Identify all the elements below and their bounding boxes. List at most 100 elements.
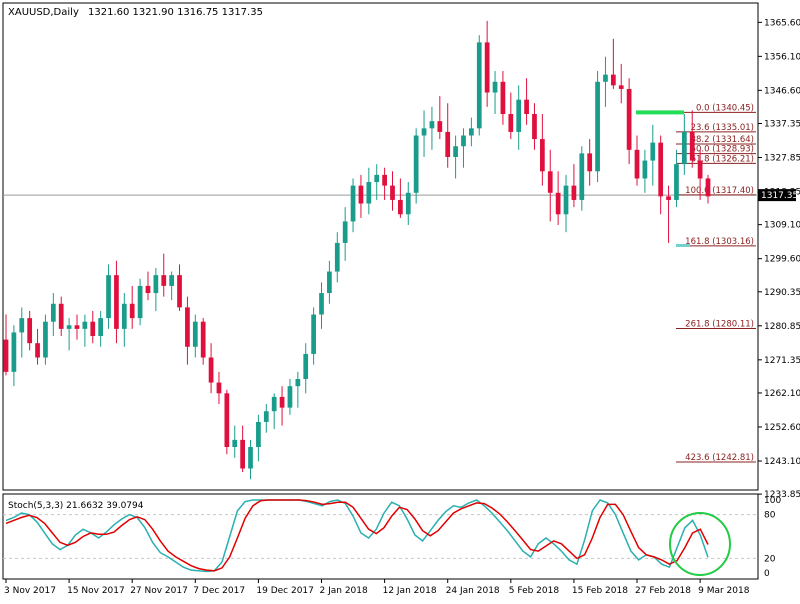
current-price-label: 1317.35 [761,191,798,201]
price-tick-label: 1299.60 [764,255,800,265]
candle-body [114,275,119,329]
candle-body [264,411,269,422]
stoch-axis-label: 0 [764,569,770,579]
price-tick-label: 1309.10 [764,221,800,231]
candle-body [67,325,72,329]
candle-body [272,397,277,411]
candle-body [161,275,166,286]
candle-body [59,304,64,329]
price-tick-label: 1365.60 [764,18,800,28]
candle-body [390,186,395,200]
candle-body [477,42,482,128]
candle-body [587,153,592,171]
candle-body [682,132,687,164]
candle-body [240,440,245,469]
candle-body [461,135,466,146]
fib-level-label: 261.8 (1280.11) [685,319,754,329]
candle-body [209,358,214,383]
fib-level-label: 161.8 (1303.16) [685,237,754,247]
date-tick-label: 2 Jan 2018 [320,586,368,596]
stoch-axis-label: 20 [764,554,776,564]
date-tick-label: 15 Feb 2018 [572,586,628,596]
date-tick-label: 7 Dec 2017 [193,586,245,596]
candle-body [51,304,56,322]
fib-level-label: 0.0 (1340.45) [696,103,754,113]
candle-body [295,379,300,386]
candle-body [319,293,324,314]
candle-body [138,286,143,318]
candle-body [643,161,648,179]
candle-body [153,275,158,293]
price-tick-label: 1271.35 [764,356,800,366]
candle-body [185,307,190,346]
candle-body [122,304,127,329]
candle-body [90,322,95,336]
date-tick-label: 27 Nov 2017 [130,586,188,596]
candle-body [106,275,111,318]
candle-body [12,332,17,371]
price-tick-label: 1243.10 [764,457,800,467]
candle-body [627,89,632,150]
date-tick-label: 15 Nov 2017 [67,586,125,596]
candle-body [548,171,553,192]
candle-body [19,318,24,332]
fib-level-label: 100.0 (1317.40) [685,186,754,196]
candle-body [414,135,419,192]
candle-body [650,143,655,161]
stoch-title: Stoch(5,3,3) 21.6632 39.0794 [8,501,144,511]
candle-body [706,178,711,196]
candle-body [83,322,88,329]
candle-body [232,440,237,447]
date-tick-label: 27 Feb 2018 [635,586,691,596]
candle-body [445,132,450,157]
candle-body [146,286,151,293]
candle-body [27,318,32,343]
candle-body [619,85,624,89]
candle-body [666,196,671,200]
date-tick-label: 9 Mar 2018 [698,586,750,596]
price-tick-label: 1327.85 [764,154,800,164]
candle-body [335,243,340,272]
candle-body [280,397,285,408]
price-tick-label: 1290.35 [764,288,800,298]
chart-symbol-label: XAUUSD,Daily [8,7,79,18]
candle-body [516,100,521,132]
candle-body [469,128,474,135]
candle-body [603,75,608,82]
candle-body [130,304,135,318]
fib-level-label: 423.6 (1242.81) [685,453,754,463]
candle-body [698,161,703,179]
candle-body [351,186,356,222]
fib-level-label: 23.6 (1335.01) [691,123,754,133]
candle-body [343,221,348,242]
candle-body [635,150,640,179]
candle-body [303,354,308,379]
candle-body [658,143,663,197]
candle-body [177,275,182,307]
candle-body [422,128,427,135]
candle-body [572,186,577,200]
candle-body [398,200,403,214]
candle-body [508,114,513,132]
fib-top-highlight [636,110,684,114]
candle-body [374,175,379,182]
candle-body [327,272,332,293]
candle-body [75,325,80,329]
candle-body [674,164,679,200]
date-tick-label: 24 Jan 2018 [446,586,500,596]
stoch-axis-label: 100 [764,496,781,506]
candle-body [43,322,48,358]
date-tick-label: 5 Feb 2018 [509,586,560,596]
chart-ohlc-label: 1321.60 1321.90 1316.75 1317.35 [88,7,263,18]
candle-body [4,340,9,372]
candle-body [564,186,569,215]
candle-body [406,193,411,214]
date-tick-label: 19 Dec 2017 [256,586,314,596]
candle-body [485,42,490,92]
candle-body [493,82,498,93]
candle-body [453,146,458,157]
candle-body [98,318,103,336]
candle-body [288,386,293,407]
